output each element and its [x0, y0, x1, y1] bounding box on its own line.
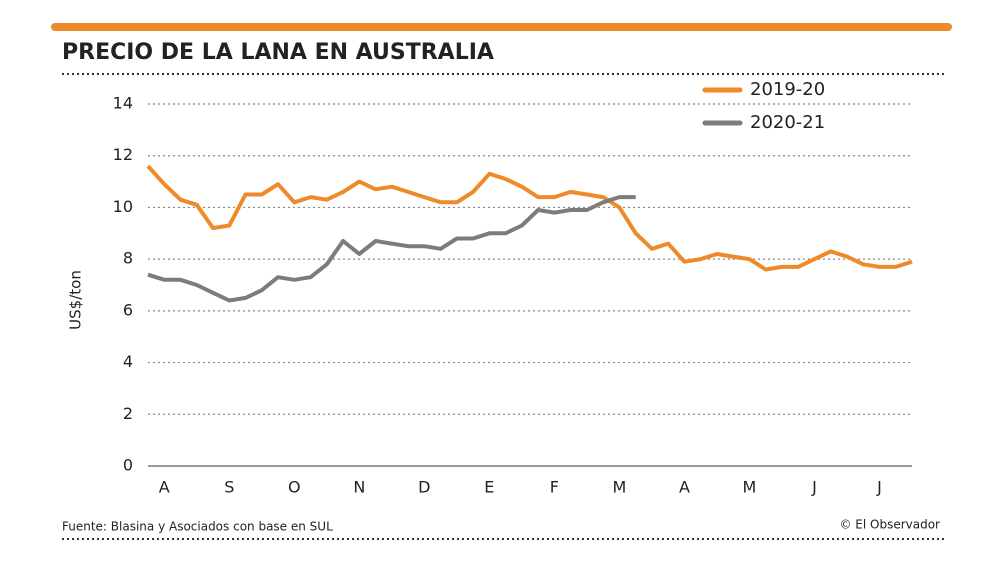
legend-label: 2020-21 [750, 112, 825, 133]
y-tick-label: 2 [123, 404, 133, 423]
x-tick-label: M [612, 478, 626, 497]
y-axis-label: US$/ton [67, 270, 85, 330]
x-tick-label: N [353, 478, 365, 497]
x-tick-label: E [484, 478, 494, 497]
x-tick-label: S [224, 478, 234, 497]
y-tick-label: 8 [123, 249, 133, 268]
y-tick-label: 10 [113, 197, 133, 216]
x-tick-label: D [418, 478, 430, 497]
x-tick-label: J [876, 478, 882, 497]
x-tick-label: J [811, 478, 817, 497]
x-tick-label: F [550, 478, 559, 497]
y-tick-label: 6 [123, 300, 133, 319]
credit: © El Observador [839, 518, 940, 532]
y-tick-label: 14 [113, 94, 133, 113]
x-tick-label: A [679, 478, 690, 497]
series-line [147, 195, 636, 303]
chart-title: PRECIO DE LA LANA EN AUSTRALIA [62, 40, 494, 65]
y-tick-label: 4 [123, 352, 133, 371]
y-tick-label: 0 [123, 456, 133, 475]
y-tick-label: 12 [113, 145, 133, 164]
legend-label: 2019-20 [750, 79, 825, 100]
x-tick-label: A [159, 478, 170, 497]
source: Fuente: Blasina y Asociados con base en … [62, 520, 333, 534]
series-line [146, 164, 913, 272]
x-tick-label: O [288, 478, 301, 497]
x-tick-label: M [743, 478, 757, 497]
